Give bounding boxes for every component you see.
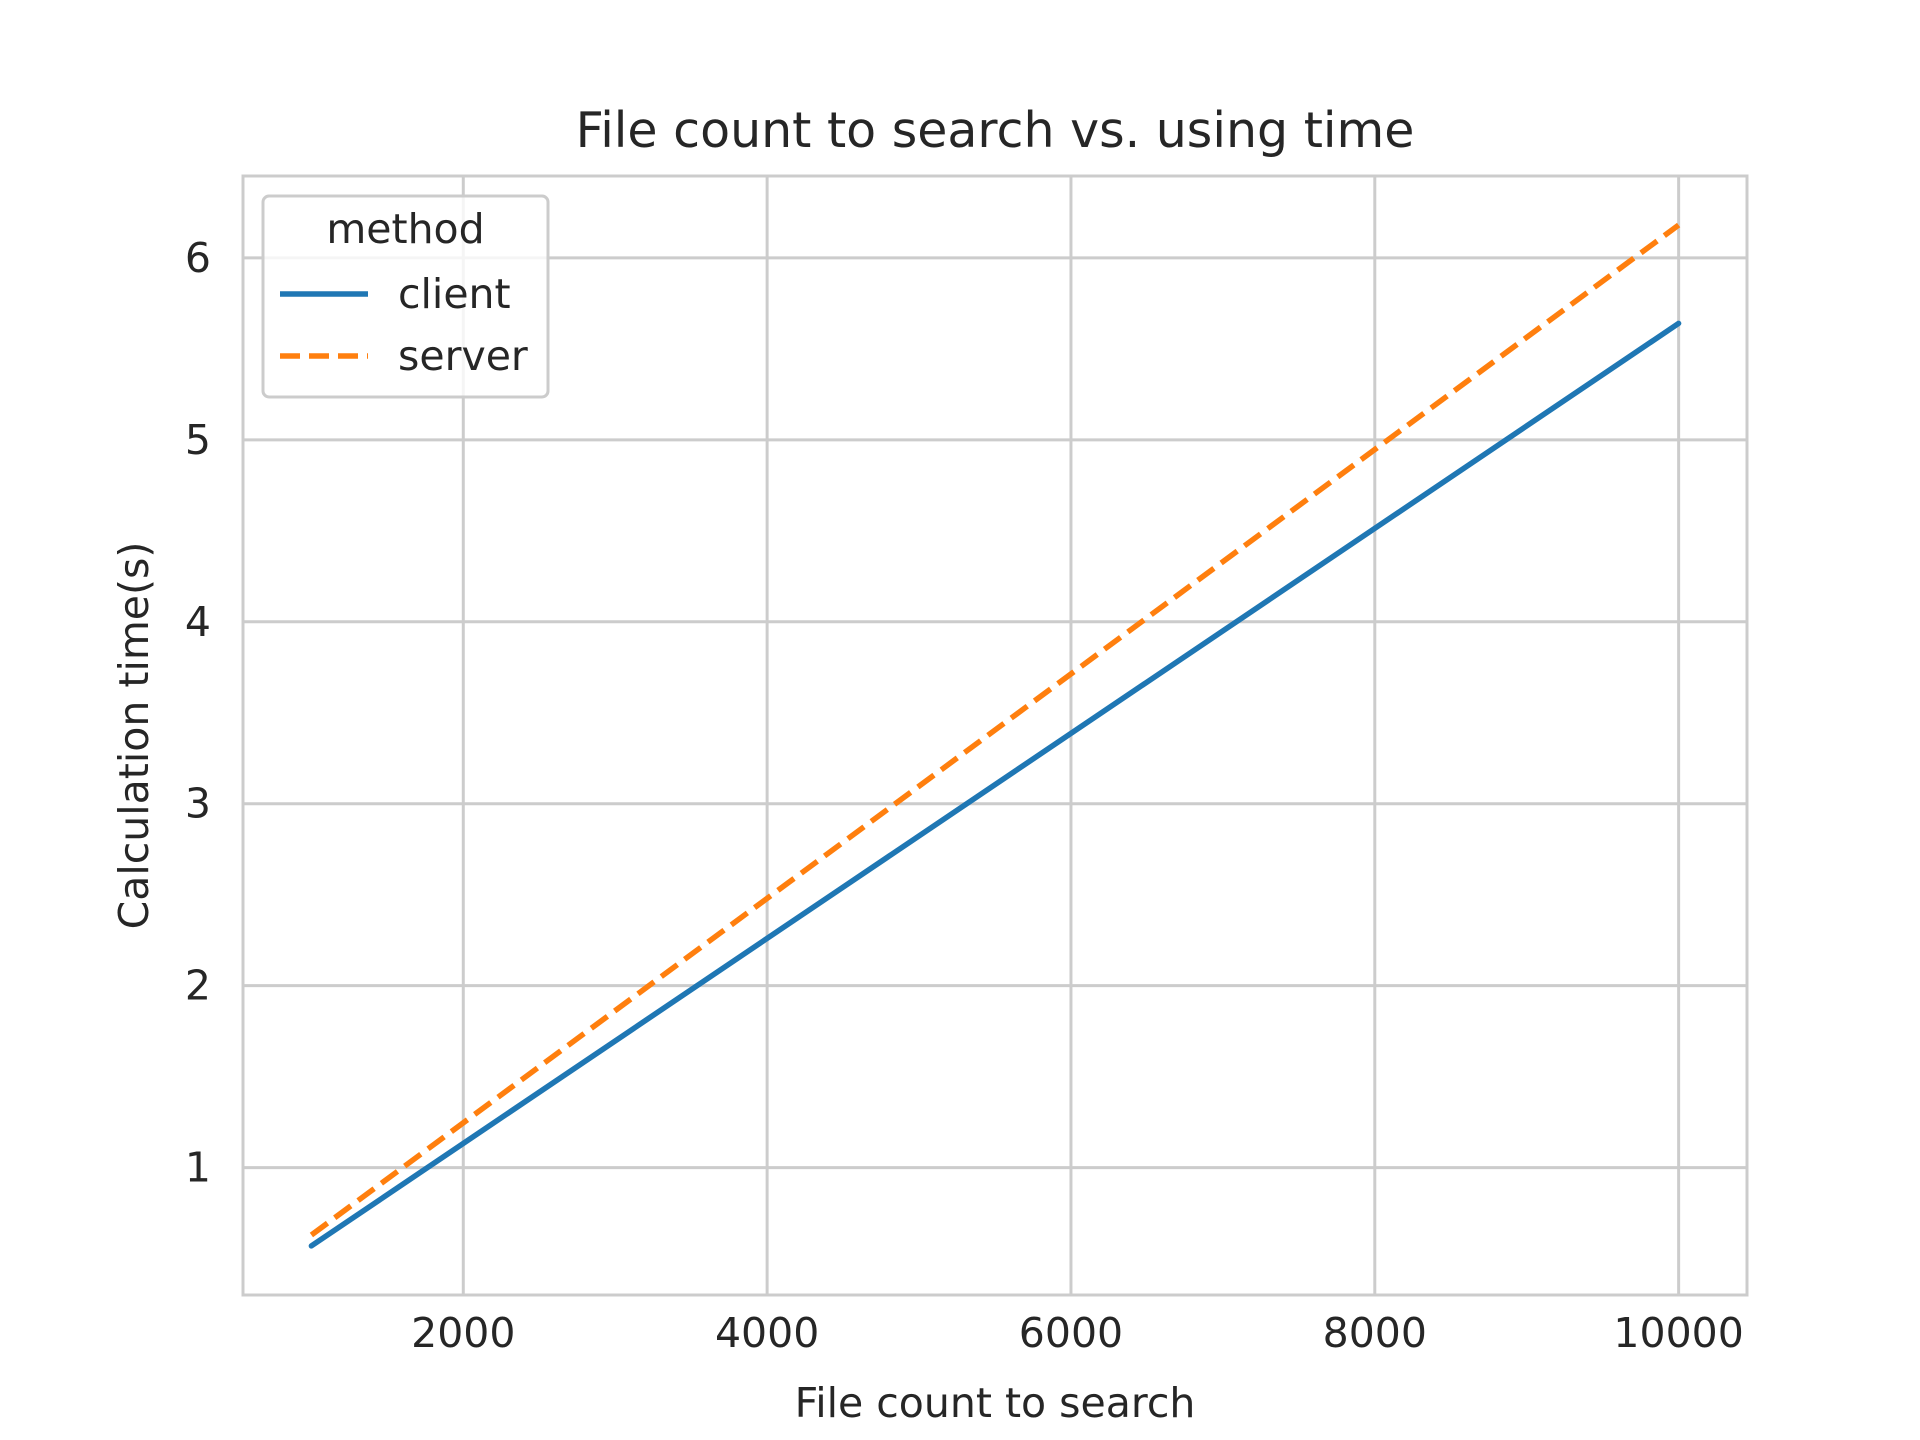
y-tick-label: 6 <box>185 234 211 282</box>
legend-title: method <box>326 205 484 253</box>
plot-frame <box>241 174 1749 1297</box>
x-tick-label: 10000 <box>1613 1309 1743 1357</box>
legend-label-client: client <box>398 270 511 318</box>
tick-labels: 2000 4000 6000 8000 10000 1 2 3 4 5 6 <box>185 234 1744 1357</box>
x-tick-label: 6000 <box>1019 1309 1123 1357</box>
legend-label-server: server <box>398 332 528 380</box>
chart-title: File count to search vs. using time <box>576 102 1415 159</box>
legend: method client server <box>261 194 550 399</box>
x-tick-label: 4000 <box>715 1309 819 1357</box>
y-tick-label: 3 <box>185 780 211 828</box>
y-tick-label: 1 <box>185 1144 211 1192</box>
series-lines <box>308 222 1682 1249</box>
legend-box <box>261 194 550 399</box>
y-tick-label: 2 <box>185 962 211 1010</box>
legend-entries: client server <box>280 270 528 380</box>
y-tick-label: 5 <box>185 416 211 464</box>
x-tick-label: 2000 <box>411 1309 515 1357</box>
x-tick-label: 8000 <box>1323 1309 1427 1357</box>
series-line-client <box>308 320 1682 1249</box>
series-line-server <box>309 222 1681 1238</box>
y-axis-label: Calculation time(s) <box>110 542 158 930</box>
x-axis-label: File count to search <box>795 1379 1196 1427</box>
y-tick-label: 4 <box>185 598 211 646</box>
